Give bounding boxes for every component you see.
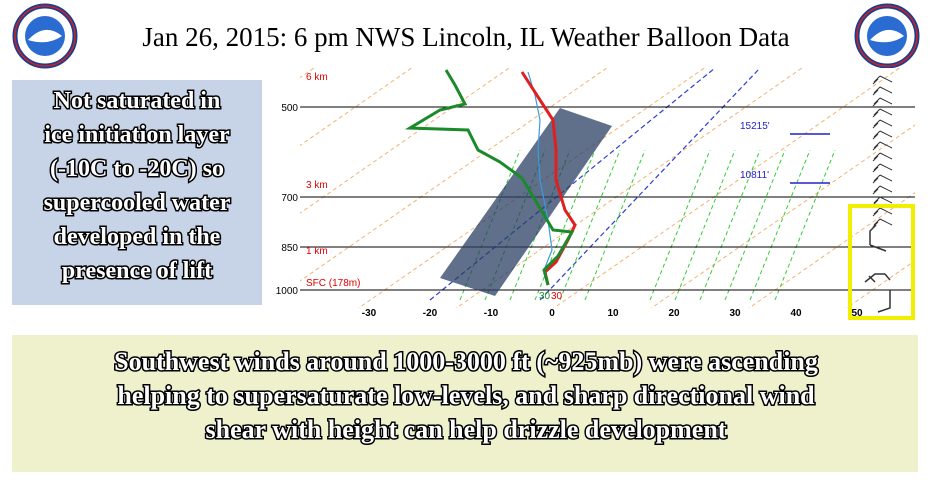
wind-barb [872, 86, 893, 96]
x-tick-label: -30 [362, 308, 377, 319]
mixing-ratio [674, 149, 736, 301]
footer-line: Southwest winds around 1000-3000 ft (~92… [114, 347, 818, 376]
adiabat [300, 68, 510, 214]
adiabat [300, 68, 608, 282]
footer-line: shear with height can help drizzle devel… [206, 415, 727, 444]
mixing-ratio [649, 149, 711, 301]
nws-logo-right [854, 3, 920, 69]
footer-box [12, 335, 918, 472]
wind-barb [872, 163, 893, 173]
x-tick-label: 50 [851, 308, 863, 319]
callout-line: (-10C to -20C) so [50, 156, 224, 182]
callout-line: Not saturated in [54, 88, 221, 114]
lift-band [440, 108, 612, 296]
mixing-ratio [699, 149, 761, 301]
highlight-box [848, 204, 915, 320]
plot-area [300, 68, 915, 308]
mixing-ratio [559, 149, 621, 301]
adiabat [845, 259, 915, 308]
temperature-profile [520, 71, 577, 286]
pressure-label: 500 [281, 103, 298, 114]
nws-logo-left [12, 3, 78, 69]
title: Jan 26, 2015: 6 pm NWS Lincoln, IL Weath… [142, 22, 789, 52]
callout-line: ice initiation layer [44, 122, 230, 148]
x-tick-label: -10 [484, 308, 499, 319]
dewpoint-profile [404, 69, 575, 286]
x-tick-label: -20 [423, 308, 438, 319]
pressure-label: 1000 [276, 286, 299, 297]
wetbulb-profile [527, 71, 553, 286]
callout-text: Not saturated in ice initiation layer (-10… [42, 87, 232, 286]
wind-barb [864, 273, 891, 283]
mixing-ratio [584, 149, 646, 301]
x-tick-label: 10 [607, 308, 619, 319]
wind-barb [872, 97, 893, 107]
adiabat [748, 192, 915, 308]
mixing-ratio [534, 149, 596, 301]
callout-line: supercooled water [44, 190, 231, 216]
height-label: 6 km [306, 72, 328, 83]
x-tick-label: 30 [729, 308, 741, 319]
height-label: SFC (178m) [306, 278, 360, 289]
x-tick-label: 40 [790, 308, 802, 319]
x-tick-label: 0 [549, 308, 555, 319]
wind-barb [872, 152, 893, 162]
adiabat [553, 68, 901, 308]
wind-barb [872, 130, 893, 140]
mixing-ratio [724, 149, 786, 301]
wind-barb [872, 119, 893, 129]
pressure-label: 850 [281, 243, 298, 254]
surface-label: 30 [539, 291, 551, 302]
wind-barb [872, 108, 893, 118]
wind-barb [872, 141, 893, 151]
adiabat [650, 124, 915, 308]
wind-barb [872, 75, 893, 85]
footer-line: helping to supersaturate low-levels, and… [117, 381, 815, 410]
wind-barb [872, 207, 893, 217]
wind-barb [869, 224, 887, 252]
mixing-ratio [749, 149, 811, 301]
adiabat [300, 68, 413, 147]
level-label: 10811' [740, 170, 769, 181]
callout-line: presence of lift [62, 258, 212, 284]
mixing-ratio [774, 149, 836, 301]
callout-box [12, 80, 262, 305]
level-label: 15215' [740, 121, 770, 132]
wind-barb [877, 290, 891, 313]
pressure-label: 700 [281, 193, 298, 204]
x-tick-label: 20 [668, 308, 680, 319]
footer-text: Southwest winds around 1000-3000 ft (~92… [113, 346, 820, 446]
height-label: 1 km [306, 246, 328, 257]
height-label: 3 km [306, 180, 328, 191]
callout-line: developed in the [54, 224, 221, 250]
wind-barb [872, 185, 893, 195]
surface-label: 30 [551, 291, 563, 302]
wind-barb [872, 174, 893, 184]
plot-layer [300, 68, 915, 308]
